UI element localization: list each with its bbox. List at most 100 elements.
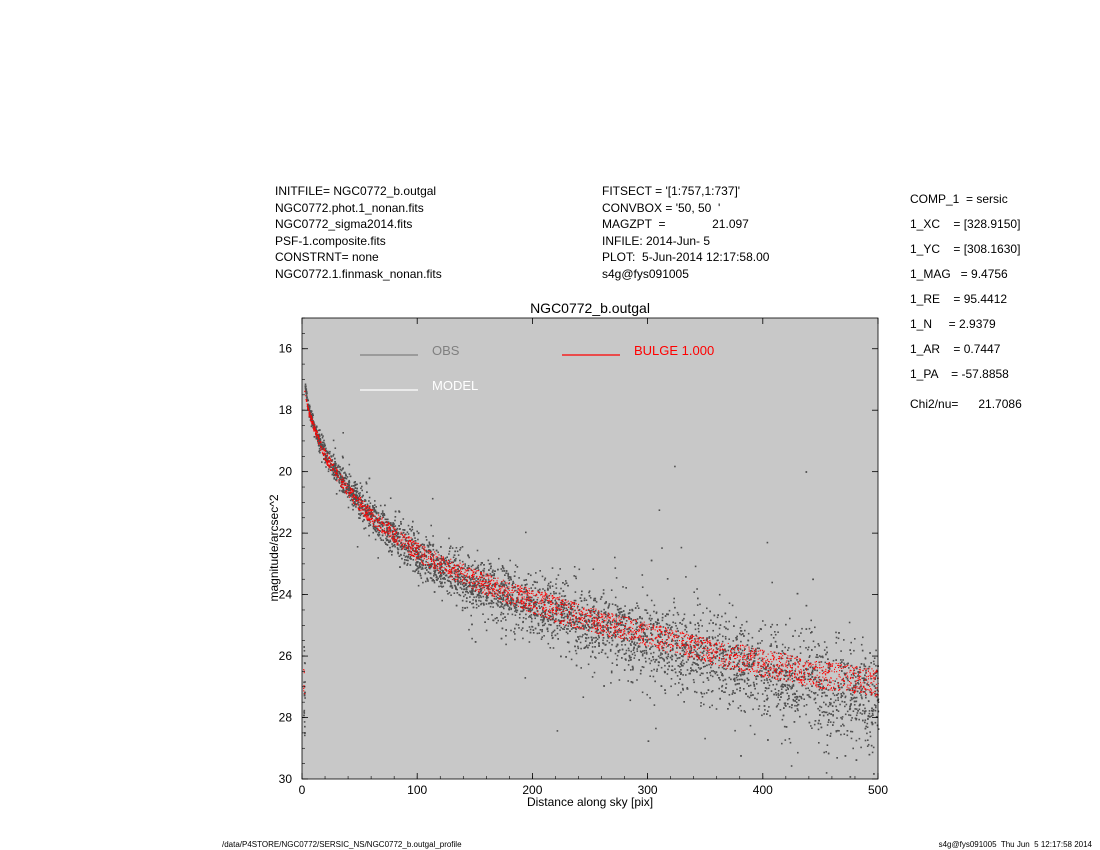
obs-point — [410, 542, 413, 544]
obs-point — [485, 629, 488, 632]
obs-point — [770, 645, 773, 647]
obs-point — [779, 699, 781, 701]
obs-point — [534, 602, 537, 604]
obs-point — [720, 671, 722, 674]
obs-point — [555, 618, 557, 620]
obs-point — [830, 713, 832, 715]
obs-point — [674, 643, 677, 645]
obs-point — [721, 685, 723, 688]
obs-point — [333, 468, 335, 471]
obs-point — [587, 624, 589, 626]
obs-point — [875, 671, 878, 674]
obs-point — [849, 776, 852, 778]
obs-point — [344, 471, 346, 474]
obs-point — [440, 582, 442, 585]
obs-point — [430, 553, 433, 556]
obs-point — [478, 592, 480, 594]
obs-point — [520, 629, 523, 631]
obs-point — [475, 603, 478, 606]
obs-point — [736, 679, 739, 681]
obs-point — [493, 573, 496, 575]
obs-point — [637, 645, 640, 647]
obs-point — [866, 745, 869, 747]
obs-point — [718, 593, 721, 596]
obs-point — [671, 654, 673, 657]
obs-point — [532, 629, 535, 631]
obs-point — [575, 577, 577, 580]
obs-point — [574, 645, 576, 648]
obs-point — [872, 710, 874, 713]
obs-point — [737, 648, 739, 651]
obs-point — [538, 591, 540, 593]
obs-point — [469, 590, 471, 593]
obs-point — [764, 624, 767, 626]
obs-point — [735, 645, 738, 647]
obs-point — [431, 579, 434, 582]
obs-point — [495, 602, 498, 605]
obs-point — [434, 573, 437, 576]
obs-point — [814, 676, 817, 679]
obs-point — [440, 578, 442, 580]
obs-point — [581, 590, 583, 593]
obs-point — [598, 643, 600, 645]
obs-point — [767, 687, 770, 690]
obs-point — [684, 628, 686, 631]
obs-point — [549, 611, 552, 614]
obs-point — [794, 670, 796, 672]
obs-point — [566, 609, 569, 611]
obs-point — [679, 666, 681, 668]
obs-point — [507, 575, 509, 577]
obs-point — [824, 694, 827, 697]
obs-point — [767, 710, 769, 712]
obs-point — [455, 557, 457, 560]
obs-point — [733, 677, 736, 680]
obs-point — [730, 648, 733, 651]
obs-point — [706, 647, 709, 650]
obs-point — [402, 531, 405, 534]
obs-point — [491, 600, 493, 603]
obs-point — [795, 695, 798, 698]
obs-point — [839, 662, 842, 664]
obs-point — [466, 567, 469, 569]
obs-point — [811, 675, 814, 678]
obs-point — [467, 585, 469, 588]
obs-point — [735, 616, 737, 619]
obs-point — [408, 550, 411, 552]
obs-point — [800, 676, 803, 678]
obs-point — [631, 640, 633, 643]
obs-point — [654, 645, 657, 647]
obs-point — [439, 570, 441, 573]
obs-point — [480, 588, 483, 590]
obs-point — [598, 611, 600, 614]
obs-point — [759, 669, 761, 672]
obs-point — [768, 678, 771, 681]
obs-point — [663, 634, 666, 636]
obs-point — [585, 646, 587, 648]
obs-point — [461, 560, 464, 563]
obs-point — [436, 558, 438, 561]
obs-point — [503, 591, 505, 593]
obs-point — [788, 663, 790, 665]
obs-point — [722, 679, 725, 682]
obs-point — [435, 564, 437, 567]
obs-point — [699, 668, 701, 670]
obs-point — [811, 649, 813, 651]
obs-point — [331, 459, 334, 461]
obs-point — [807, 675, 810, 678]
obs-point — [478, 585, 481, 587]
obs-point — [580, 594, 583, 596]
obs-point — [736, 638, 738, 640]
obs-point — [677, 636, 679, 639]
obs-point — [403, 548, 406, 550]
obs-point — [676, 647, 678, 649]
obs-point — [723, 660, 726, 663]
obs-point — [670, 628, 672, 631]
obs-point — [748, 659, 751, 661]
obs-point — [694, 565, 697, 568]
obs-point — [558, 624, 561, 627]
obs-point — [696, 588, 698, 590]
obs-point — [407, 533, 410, 535]
obs-point — [500, 598, 503, 600]
obs-point — [565, 631, 568, 633]
obs-point — [645, 660, 647, 663]
